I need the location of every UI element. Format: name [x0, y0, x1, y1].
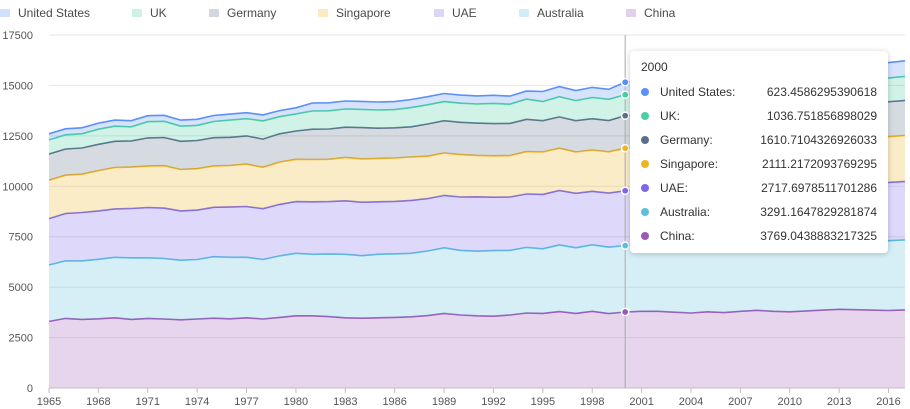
legend-label: United States: [18, 6, 90, 20]
legend-label: Australia: [537, 6, 584, 20]
legend-label: China: [644, 6, 676, 20]
tooltip-series-value: 1610.7104326926033: [760, 133, 877, 147]
tooltip-series-name: China:: [660, 229, 695, 243]
tooltip-dot: [641, 112, 649, 120]
marker-germany[interactable]: [620, 111, 630, 121]
legend-item-uk[interactable]: UK: [132, 6, 167, 20]
tooltip-series-value: 2111.2172093769295: [761, 157, 877, 171]
legend-label: UK: [150, 6, 167, 20]
tooltip-series-name: Germany:: [660, 133, 713, 147]
tooltip-series-value: 3769.0438883217325: [760, 229, 877, 243]
legend-item-germany[interactable]: Germany: [209, 6, 276, 20]
x-tick-label: 1974: [185, 396, 209, 408]
x-tick-label: 1965: [37, 396, 61, 408]
tooltip-dot: [641, 208, 649, 216]
marker-uae[interactable]: [620, 186, 630, 196]
legend-item-singapore[interactable]: Singapore: [318, 6, 391, 20]
y-tick-label: 7500: [9, 232, 33, 244]
tooltip-dot: [641, 232, 649, 240]
tooltip-dot: [641, 88, 649, 96]
tooltip-row: United States: 623.4586295390618: [641, 80, 877, 104]
y-tick-label: 15000: [2, 80, 33, 92]
tooltip-series-value: 3291.1647829281874: [760, 205, 877, 219]
legend-label: Germany: [227, 6, 276, 20]
marker-united-states[interactable]: [620, 77, 630, 87]
legend-swatch: [318, 9, 328, 17]
tooltip-row: China: 3769.0438883217325: [641, 224, 877, 248]
y-tick-label: 0: [27, 383, 33, 395]
tooltip-series-value: 1036.751856898029: [766, 109, 877, 123]
crosshair: [620, 35, 630, 388]
x-tick-label: 1986: [382, 396, 406, 408]
legend-item-united-states[interactable]: United States: [0, 6, 90, 20]
tooltip-series-value: 623.4586295390618: [766, 85, 877, 99]
y-tick-label: 17500: [2, 30, 33, 42]
y-tick-label: 2500: [9, 333, 33, 345]
tooltip-series-name: United States:: [660, 85, 736, 99]
legend: United States UK Germany Singapore UAE Austra…: [0, 6, 676, 20]
y-tick-label: 12500: [2, 131, 33, 143]
legend-label: UAE: [452, 6, 477, 20]
x-tick-label: 2010: [778, 396, 802, 408]
legend-item-uae[interactable]: UAE: [434, 6, 477, 20]
tooltip-row: UAE: 2717.6978511701286: [641, 176, 877, 200]
x-tick-label: 1980: [284, 396, 308, 408]
legend-swatch: [519, 9, 529, 17]
tooltip: 2000 United States: 623.4586295390618 UK: 1…: [630, 51, 888, 253]
x-tick-label: 1998: [580, 396, 604, 408]
marker-australia[interactable]: [620, 241, 630, 250]
tooltip-dot: [641, 136, 649, 144]
x-tick-label: 1992: [481, 396, 505, 408]
marker-uk[interactable]: [620, 90, 630, 100]
y-tick-label: 10000: [2, 181, 33, 193]
x-tick-label: 1971: [136, 396, 160, 408]
legend-swatch: [626, 9, 636, 17]
y-tick-label: 5000: [9, 282, 33, 294]
legend-item-china[interactable]: China: [626, 6, 676, 20]
tooltip-title: 2000: [641, 60, 668, 74]
legend-swatch: [209, 9, 219, 17]
legend-label: Singapore: [336, 6, 391, 20]
x-tick-label: 2007: [728, 396, 752, 408]
legend-swatch: [0, 9, 10, 17]
tooltip-row: UK: 1036.751856898029: [641, 104, 877, 128]
x-tick-label: 2001: [629, 396, 653, 408]
line-china: [48, 308, 906, 323]
tooltip-series-value: 2717.6978511701286: [761, 181, 877, 195]
tooltip-row: Singapore: 2111.2172093769295: [641, 152, 877, 176]
marker-singapore[interactable]: [620, 143, 630, 153]
axes: 0 2500 5000 7500 10000 12500 15000 17500 1965 196…: [2, 30, 905, 408]
legend-item-australia[interactable]: Australia: [519, 6, 584, 20]
marker-china[interactable]: [620, 307, 630, 317]
x-tick-label: 2016: [876, 396, 900, 408]
tooltip-rows: United States: 623.4586295390618 UK: 1036.7…: [641, 80, 877, 248]
legend-swatch: [434, 9, 444, 17]
tooltip-row: Australia: 3291.1647829281874: [641, 200, 877, 224]
x-tick-label: 1983: [333, 396, 357, 408]
x-tick-label: 1989: [432, 396, 456, 408]
tooltip-series-name: Singapore:: [660, 157, 719, 171]
tooltip-series-name: UAE:: [660, 181, 689, 195]
x-tick-label: 1995: [531, 396, 555, 408]
x-tick-label: 1968: [86, 396, 110, 408]
tooltip-row: Germany: 1610.7104326926033: [641, 128, 877, 152]
tooltip-dot: [641, 184, 649, 192]
tooltip-series-name: Australia:: [660, 205, 711, 219]
x-tick-label: 1977: [234, 396, 258, 408]
tooltip-series-name: UK:: [660, 109, 681, 123]
x-tick-label: 2013: [827, 396, 851, 408]
tooltip-dot: [641, 160, 649, 168]
area-china: [49, 309, 905, 388]
x-tick-label: 2004: [679, 396, 703, 408]
legend-swatch: [132, 9, 142, 17]
